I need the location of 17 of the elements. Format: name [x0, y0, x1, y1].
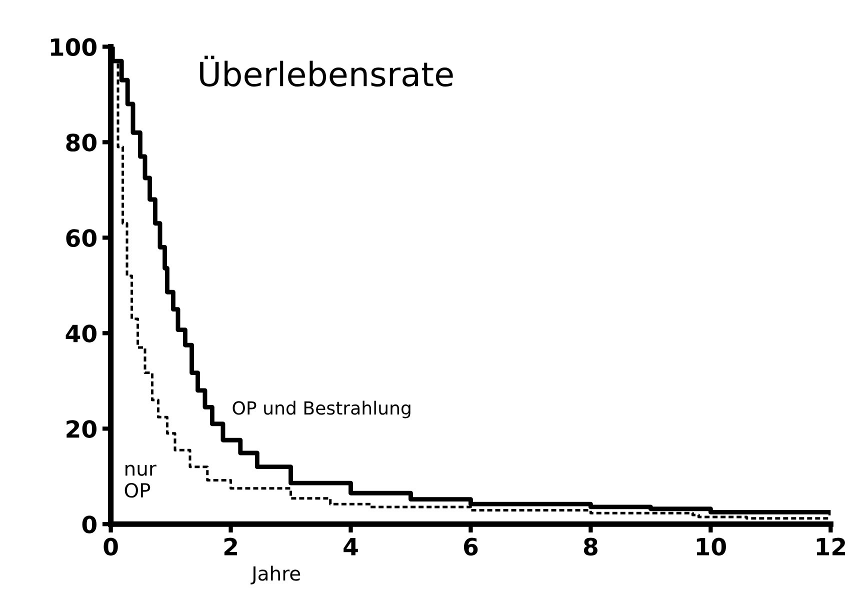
y-tick-label: 40	[66, 324, 96, 342]
x-tick-label: 8	[584, 538, 598, 556]
x-axis-title: Jahre	[250, 566, 300, 584]
x-tick-label: 4	[344, 538, 358, 556]
x-tick-label: 12	[816, 538, 846, 556]
y-tick-label: 80	[66, 134, 96, 152]
x-tick-label: 6	[464, 538, 478, 556]
annotation: OP und Bestrahlung	[232, 400, 410, 418]
chart-title: Überlebensrate	[200, 56, 453, 87]
y-tick-label: 60	[66, 229, 96, 247]
x-tick-label: 2	[224, 538, 237, 556]
y-tick-label: 0	[82, 516, 96, 534]
annotation: nur OP	[124, 464, 156, 498]
x-tick-label: 10	[696, 538, 726, 556]
y-tick-label: 100	[50, 38, 96, 56]
x-tick-label: 0	[104, 538, 118, 556]
y-tick-label: 20	[66, 420, 96, 438]
